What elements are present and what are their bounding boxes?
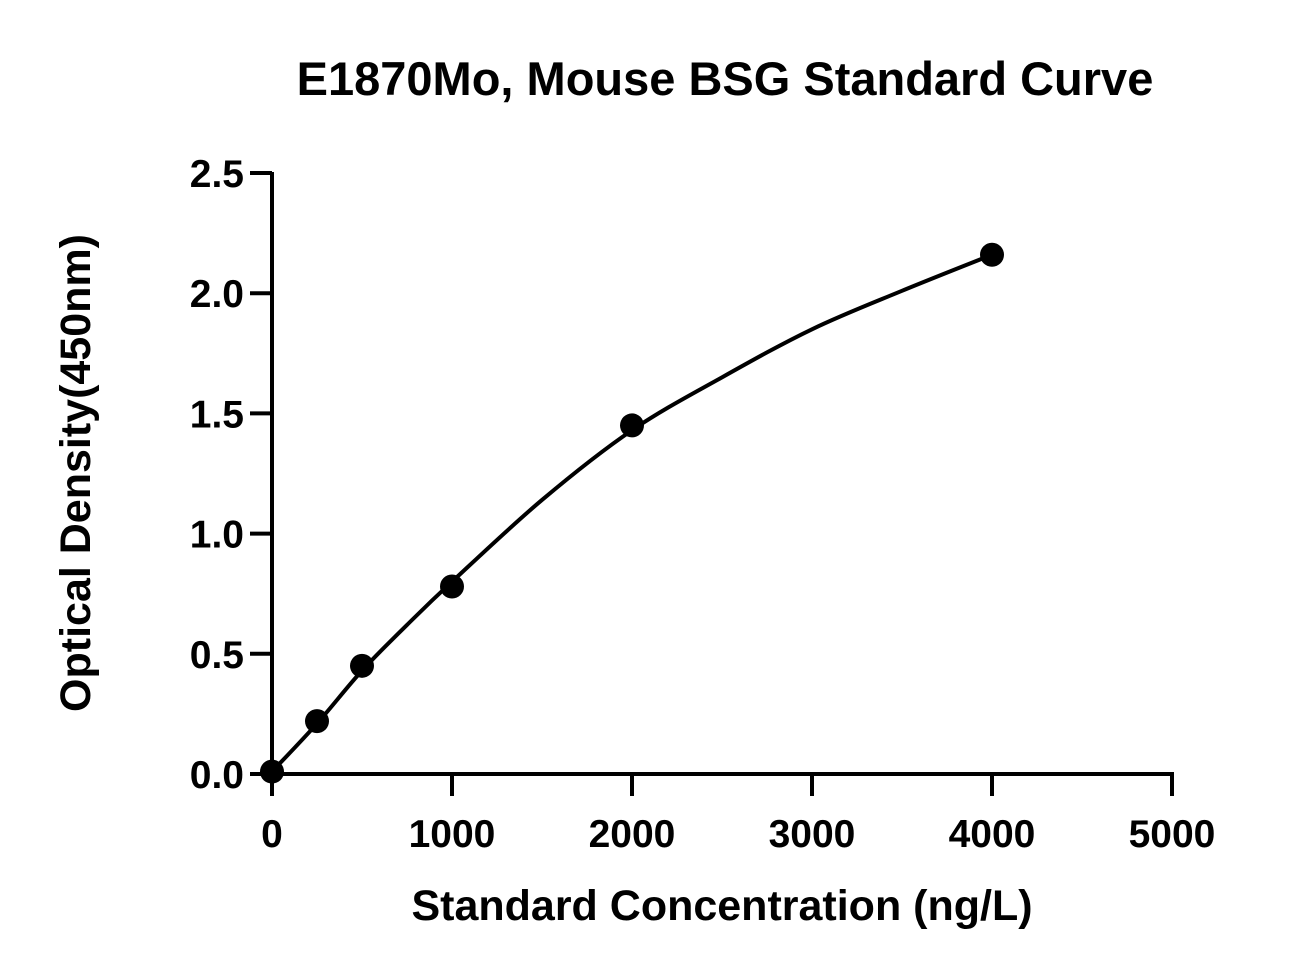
x-tick-label: 1000 [409,813,496,856]
y-tick-label: 1.5 [190,393,244,436]
fit-curve [270,252,993,773]
x-tick-label: 2000 [589,813,676,856]
data-point [260,759,284,784]
x-tick-label: 5000 [1129,813,1216,856]
x-tick-label: 0 [261,813,283,856]
y-tick-label: 2.0 [190,273,244,316]
data-point [440,574,464,599]
chart-title: E1870Mo, Mouse BSG Standard Curve [297,52,1154,105]
data-point [305,709,329,734]
data-points [260,242,1004,784]
y-tick-label: 0.5 [190,634,244,677]
data-point [980,242,1004,267]
y-tick-label: 0.0 [190,754,244,797]
x-tick-label: 4000 [949,813,1036,856]
data-point [350,653,374,678]
y-ticks: 0.0 0.5 1.0 1.5 2.0 2.5 [190,153,272,797]
x-axis-label: Standard Concentration (ng/L) [411,882,1032,930]
y-axis-label: Optical Density(450nm) [52,234,100,712]
y-tick-label: 1.0 [190,514,244,557]
axes [270,172,1174,776]
y-tick-label: 2.5 [190,153,244,196]
x-ticks: 0 1000 2000 3000 4000 5000 [261,774,1215,856]
data-point [620,413,644,438]
x-tick-label: 3000 [769,813,856,856]
